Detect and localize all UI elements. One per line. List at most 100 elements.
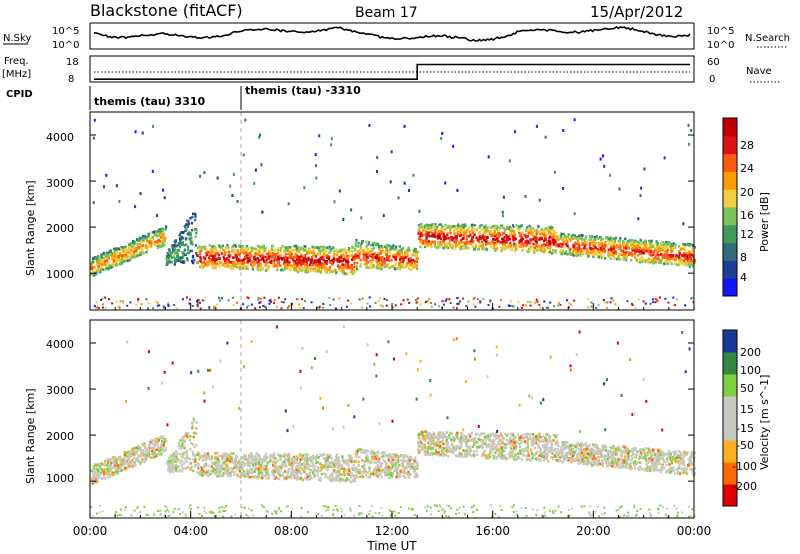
scatter-cell — [659, 248, 662, 252]
scatter-cell — [303, 254, 307, 257]
scatter-cell — [340, 259, 343, 263]
scatter-cell — [105, 263, 109, 266]
scatter-cell — [355, 255, 358, 258]
scatter-cell — [306, 473, 309, 477]
scatter-cell — [422, 241, 425, 245]
scatter-cell — [671, 249, 674, 253]
scatter-cell — [148, 448, 151, 451]
scatter-cell — [91, 261, 94, 264]
scatter-cell — [297, 255, 300, 259]
scatter-cell — [104, 296, 107, 299]
scatter-cell — [202, 261, 205, 264]
scatter-cell — [293, 268, 296, 271]
scatter-cell — [580, 249, 583, 253]
scatter-cell — [185, 228, 188, 231]
scatter-cell — [419, 234, 422, 238]
scatter-cell — [317, 252, 320, 255]
scatter-cell — [402, 266, 405, 269]
scatter-cell — [199, 255, 202, 259]
scatter-cell — [579, 237, 582, 240]
scatter-cell — [262, 244, 265, 248]
scatter-cell — [400, 265, 403, 269]
scatter-cell — [615, 243, 619, 247]
scatter-cell — [386, 255, 389, 258]
scatter-cell — [341, 251, 344, 255]
scatter-cell — [584, 242, 587, 246]
scatter-cell — [193, 228, 196, 231]
scatter-cell — [475, 236, 478, 240]
scatter-cell — [126, 304, 129, 307]
scatter-cell — [124, 459, 127, 463]
scatter-cell — [232, 267, 235, 270]
scatter-cell — [617, 258, 621, 261]
scatter-cell — [501, 214, 504, 218]
scatter-cell — [107, 255, 110, 258]
scatter-cell — [594, 236, 597, 239]
scatter-cell — [577, 243, 580, 247]
scatter-cell — [431, 229, 434, 232]
scatter-cell — [150, 446, 153, 449]
scatter-cell — [359, 251, 362, 254]
scatter-cell — [295, 269, 298, 273]
power-ytick-1000: 1000 — [46, 268, 74, 281]
scatter-cell — [347, 478, 350, 482]
scatter-cell — [275, 468, 278, 471]
scatter-cell — [279, 264, 282, 267]
scatter-cell — [623, 244, 626, 247]
scatter-cell — [518, 241, 521, 245]
scatter-cell — [124, 466, 127, 470]
scatter-cell — [303, 256, 306, 260]
scatter-cell — [567, 306, 570, 309]
scatter-cell — [194, 215, 197, 218]
scatter-cell — [276, 247, 280, 250]
scatter-cell — [326, 259, 329, 263]
scatter-cell — [152, 446, 155, 450]
scatter-cell — [397, 196, 400, 200]
scatter-cell — [285, 247, 288, 250]
scatter-cell — [261, 210, 264, 214]
scatter-cell — [342, 459, 345, 463]
scatter-cell — [120, 463, 124, 466]
scatter-cell — [640, 186, 643, 190]
scatter-cell — [211, 258, 214, 262]
scatter-cell — [528, 247, 531, 251]
scatter-cell — [468, 242, 471, 245]
scatter-cell — [108, 250, 111, 254]
scatter-cell — [148, 241, 151, 245]
scatter-cell — [366, 302, 369, 305]
scatter-cell — [171, 468, 174, 471]
scatter-cell — [601, 241, 604, 245]
scatter-cell — [137, 459, 140, 462]
scatter-cell — [92, 201, 95, 205]
scatter-cell — [177, 443, 180, 447]
scatter-cell — [377, 266, 381, 269]
scatter-cell — [208, 252, 211, 256]
scatter-cell — [472, 240, 475, 243]
scatter-cell — [132, 464, 135, 468]
scatter-cell — [474, 245, 478, 248]
scatter-cell — [380, 244, 383, 248]
scatter-cell — [90, 264, 93, 267]
scatter-cell — [179, 241, 182, 244]
scatter-cell — [345, 462, 348, 466]
scatter-cell — [111, 254, 114, 257]
scatter-cell — [145, 449, 148, 452]
scatter-cell — [211, 251, 214, 254]
scatter-cell — [500, 233, 503, 237]
scatter-cell — [589, 235, 592, 238]
scatter-cell — [407, 249, 410, 253]
scatter-cell — [425, 237, 428, 240]
scatter-cell — [473, 248, 476, 251]
scatter-cell — [520, 237, 523, 241]
scatter-cell — [179, 438, 182, 442]
scatter-cell — [266, 468, 270, 472]
scatter-cell — [158, 242, 161, 246]
scatter-cell — [610, 297, 613, 300]
scatter-cell — [394, 247, 398, 250]
scatter-cell — [191, 255, 195, 259]
scatter-cell — [542, 246, 545, 249]
scatter-cell — [566, 235, 569, 239]
scatter-cell — [194, 212, 197, 216]
scatter-cell — [162, 435, 165, 438]
scatter-cell — [332, 246, 335, 249]
